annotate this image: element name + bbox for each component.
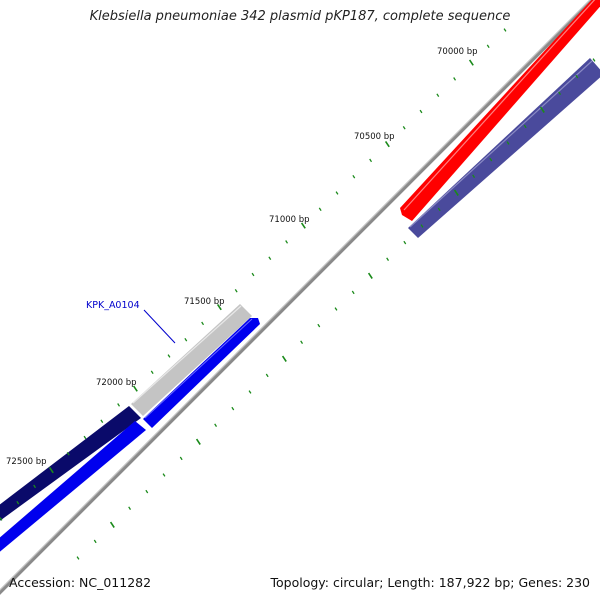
inner-minor-tick: [420, 224, 424, 228]
outer-minor-tick: [234, 289, 238, 293]
accession-text: Accession: NC_011282: [9, 575, 152, 590]
inner-minor-tick: [386, 257, 390, 261]
outer-minor-tick: [285, 240, 289, 244]
inner-minor-tick: [489, 157, 493, 162]
inner-minor-tick: [558, 91, 562, 95]
tick-label-71500: 71500 bp: [184, 297, 225, 307]
feature-gray-highlight: [132, 305, 242, 404]
outer-minor-tick: [503, 28, 507, 32]
feature-gray-kpk-a0104[interactable]: [131, 304, 252, 416]
inner-minor-tick: [76, 556, 80, 560]
inner-minor-tick: [214, 423, 218, 427]
inner-minor-tick: [248, 390, 252, 394]
outer-major-tick: [132, 385, 138, 392]
outer-minor-tick: [453, 77, 457, 81]
inner-major-tick: [195, 438, 201, 445]
inner-tick-marks: [76, 58, 596, 560]
inner-minor-tick: [351, 290, 355, 295]
inner-minor-tick: [145, 489, 149, 494]
outer-minor-tick: [419, 109, 423, 114]
outer-major-tick: [300, 222, 306, 229]
outer-minor-tick: [318, 207, 322, 212]
gene-label-leader: [143, 309, 176, 344]
outer-major-tick: [468, 59, 474, 66]
tick-label-72500: 72500 bp: [6, 457, 47, 467]
inner-minor-tick: [472, 174, 476, 178]
gene-label-kpk-a0104[interactable]: KPK_A0104: [86, 300, 140, 311]
inner-minor-tick: [300, 340, 304, 344]
outer-minor-tick: [436, 93, 440, 97]
outer-minor-tick: [167, 354, 171, 358]
inner-minor-tick: [592, 58, 596, 62]
outer-minor-tick: [83, 435, 87, 440]
inner-minor-tick: [265, 373, 269, 378]
outer-major-tick: [216, 303, 222, 311]
inner-minor-tick: [437, 207, 441, 212]
inner-minor-tick: [403, 240, 407, 245]
feature-slate-highlight: [409, 60, 593, 228]
outer-minor-tick: [184, 337, 188, 342]
inner-minor-tick: [506, 141, 510, 145]
tick-label-72000: 72000 bp: [96, 378, 137, 388]
inner-minor-tick: [179, 456, 183, 461]
tick-label-70500: 70500 bp: [354, 132, 395, 142]
outer-minor-tick: [335, 191, 339, 195]
feature-blue-highlight: [144, 318, 253, 419]
outer-major-tick: [384, 140, 390, 148]
outer-minor-tick: [33, 484, 37, 489]
outer-tick-marks: [0, 28, 507, 521]
outer-minor-tick: [201, 321, 205, 326]
feature-navy[interactable]: [0, 406, 141, 528]
sequence-summary: Topology: circular; Length: 187,922 bp; …: [270, 575, 591, 590]
outer-minor-tick: [251, 272, 255, 277]
feature-blue-lower[interactable]: [0, 421, 146, 560]
outer-minor-tick: [486, 44, 490, 49]
inner-minor-tick: [317, 323, 321, 328]
outer-minor-tick: [352, 174, 356, 179]
inner-major-tick: [367, 272, 373, 279]
feature-slate[interactable]: [408, 58, 600, 238]
outer-minor-tick: [66, 452, 70, 456]
feature-blue-arrow-upper[interactable]: [143, 318, 260, 428]
outer-minor-tick: [369, 158, 373, 163]
inner-minor-tick: [523, 124, 527, 129]
outer-minor-tick: [402, 126, 406, 130]
inner-major-tick: [281, 355, 287, 362]
inner-minor-tick: [575, 74, 579, 79]
outer-minor-tick: [268, 256, 272, 260]
inner-major-tick: [109, 521, 115, 528]
outer-minor-tick: [117, 403, 121, 407]
inner-minor-tick: [334, 307, 338, 311]
inner-minor-tick: [231, 406, 235, 411]
outer-minor-tick: [150, 370, 154, 375]
inner-major-tick: [453, 189, 459, 196]
outer-major-tick: [48, 466, 54, 474]
outer-minor-tick: [100, 419, 104, 423]
inner-minor-tick: [93, 539, 97, 544]
inner-minor-tick: [128, 506, 132, 510]
tick-label-70000: 70000 bp: [437, 47, 478, 57]
feature-red-highlight: [403, 0, 596, 211]
outer-minor-tick: [0, 517, 3, 521]
inner-major-tick: [539, 106, 545, 113]
feature-red-arrow[interactable]: [400, 0, 600, 221]
outer-minor-tick: [16, 500, 20, 505]
map-title: Klebsiella pneumoniae 342 plasmid pKP187…: [89, 9, 511, 24]
tick-label-71000: 71000 bp: [269, 215, 310, 225]
inner-minor-tick: [162, 473, 166, 477]
